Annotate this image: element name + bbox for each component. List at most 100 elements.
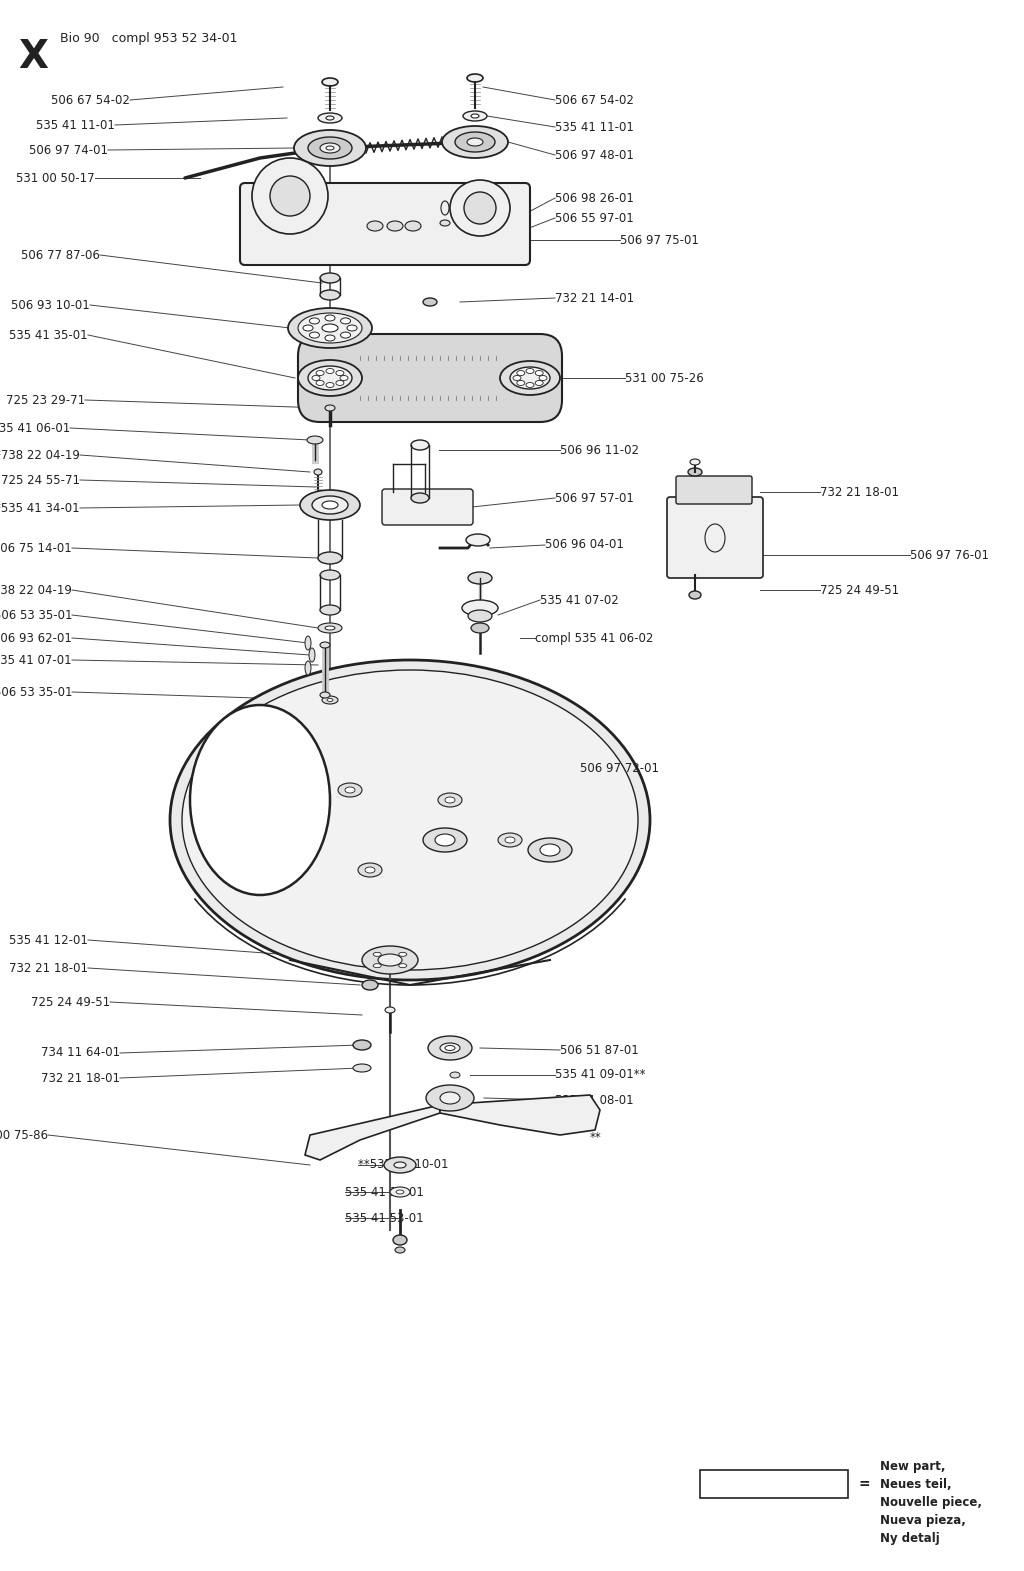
Text: 732 21 14-01: 732 21 14-01: [555, 292, 634, 305]
Ellipse shape: [689, 591, 701, 599]
FancyBboxPatch shape: [667, 496, 763, 578]
Ellipse shape: [463, 112, 487, 121]
Ellipse shape: [309, 331, 319, 338]
Text: 506 98 26-01: 506 98 26-01: [555, 192, 634, 204]
Text: 535 41 11-01: 535 41 11-01: [36, 118, 115, 132]
Ellipse shape: [450, 181, 510, 236]
Ellipse shape: [445, 796, 455, 803]
Ellipse shape: [358, 862, 382, 877]
FancyBboxPatch shape: [676, 476, 752, 504]
Ellipse shape: [440, 1043, 460, 1053]
Text: =: =: [858, 1477, 869, 1491]
Ellipse shape: [325, 405, 335, 412]
Ellipse shape: [440, 1092, 460, 1104]
Text: 506 93 10-01: 506 93 10-01: [11, 298, 90, 311]
Ellipse shape: [347, 325, 357, 331]
Ellipse shape: [536, 380, 543, 385]
Ellipse shape: [378, 954, 402, 966]
Ellipse shape: [353, 1064, 371, 1071]
Ellipse shape: [540, 844, 560, 856]
Text: 535 41 09-01**: 535 41 09-01**: [555, 1068, 645, 1081]
Text: 725 24 49-51: 725 24 49-51: [31, 996, 110, 1009]
Text: 506 93 62-01: 506 93 62-01: [0, 632, 72, 644]
Ellipse shape: [411, 493, 429, 503]
Ellipse shape: [322, 696, 338, 704]
Ellipse shape: [300, 490, 360, 520]
Ellipse shape: [326, 146, 334, 149]
Ellipse shape: [398, 952, 407, 957]
Ellipse shape: [314, 470, 322, 474]
Ellipse shape: [341, 331, 350, 338]
Text: 535 41 35-01: 535 41 35-01: [9, 328, 88, 341]
Ellipse shape: [467, 74, 483, 82]
Ellipse shape: [309, 317, 319, 324]
Ellipse shape: [316, 380, 325, 385]
Ellipse shape: [353, 1040, 371, 1049]
Ellipse shape: [390, 1188, 410, 1197]
Text: 535 41 12-01: 535 41 12-01: [9, 933, 88, 946]
Ellipse shape: [498, 833, 522, 847]
Ellipse shape: [705, 525, 725, 551]
Ellipse shape: [395, 1247, 406, 1254]
Ellipse shape: [517, 371, 525, 375]
Ellipse shape: [374, 952, 381, 957]
Ellipse shape: [319, 570, 340, 580]
Text: 725 24 49-51: 725 24 49-51: [820, 583, 899, 597]
Ellipse shape: [326, 382, 334, 388]
Ellipse shape: [252, 159, 328, 234]
Text: 506 55 97-01: 506 55 97-01: [555, 212, 634, 225]
Ellipse shape: [318, 624, 342, 633]
Ellipse shape: [322, 79, 338, 86]
Ellipse shape: [309, 647, 315, 661]
Ellipse shape: [468, 572, 492, 584]
Ellipse shape: [190, 705, 330, 895]
Ellipse shape: [326, 116, 334, 119]
Ellipse shape: [513, 375, 521, 380]
Ellipse shape: [345, 787, 355, 793]
Text: 506 67 54-02: 506 67 54-02: [51, 94, 130, 107]
Ellipse shape: [435, 834, 455, 847]
Ellipse shape: [455, 132, 495, 152]
Ellipse shape: [441, 201, 449, 215]
Ellipse shape: [442, 126, 508, 159]
Ellipse shape: [384, 1156, 416, 1174]
Text: 535 41 07-02: 535 41 07-02: [540, 594, 618, 606]
Text: 506 53 35-01: 506 53 35-01: [0, 685, 72, 699]
Ellipse shape: [325, 316, 335, 320]
Ellipse shape: [505, 837, 515, 844]
Ellipse shape: [411, 440, 429, 449]
Text: *506 75 14-01: *506 75 14-01: [0, 542, 72, 555]
Ellipse shape: [298, 313, 362, 342]
Ellipse shape: [318, 551, 342, 564]
Text: *535 41 07-01: *535 41 07-01: [0, 654, 72, 666]
Ellipse shape: [288, 308, 372, 349]
Ellipse shape: [394, 1163, 406, 1167]
Ellipse shape: [318, 113, 342, 123]
Text: 725 23 29-71: 725 23 29-71: [6, 393, 85, 407]
Text: Bio 90   compl 953 52 34-01: Bio 90 compl 953 52 34-01: [60, 31, 238, 46]
FancyBboxPatch shape: [382, 489, 473, 525]
Text: New part,
Neues teil,
Nouvelle piece,
Nueva pieza,
Ny detalj: New part, Neues teil, Nouvelle piece, Nu…: [880, 1459, 982, 1544]
Ellipse shape: [466, 534, 490, 547]
Ellipse shape: [385, 1007, 395, 1013]
Text: *535 41 34-01: *535 41 34-01: [0, 501, 80, 514]
Ellipse shape: [440, 220, 450, 226]
Ellipse shape: [426, 1086, 474, 1111]
Text: xxx xx xx-xx: xxx xx xx-xx: [731, 1477, 817, 1491]
Ellipse shape: [319, 291, 340, 300]
Ellipse shape: [319, 273, 340, 283]
Ellipse shape: [326, 369, 334, 374]
Ellipse shape: [312, 496, 348, 514]
Ellipse shape: [336, 380, 344, 385]
Ellipse shape: [393, 1235, 407, 1244]
Text: **: **: [590, 1131, 602, 1145]
Ellipse shape: [305, 636, 311, 650]
Ellipse shape: [294, 130, 366, 167]
Ellipse shape: [688, 468, 702, 476]
Ellipse shape: [316, 371, 325, 375]
Ellipse shape: [445, 1045, 455, 1051]
Ellipse shape: [510, 368, 550, 390]
Text: 732 21 18-01: 732 21 18-01: [820, 485, 899, 498]
Text: 506 97 76-01: 506 97 76-01: [910, 548, 989, 561]
Ellipse shape: [362, 980, 378, 990]
